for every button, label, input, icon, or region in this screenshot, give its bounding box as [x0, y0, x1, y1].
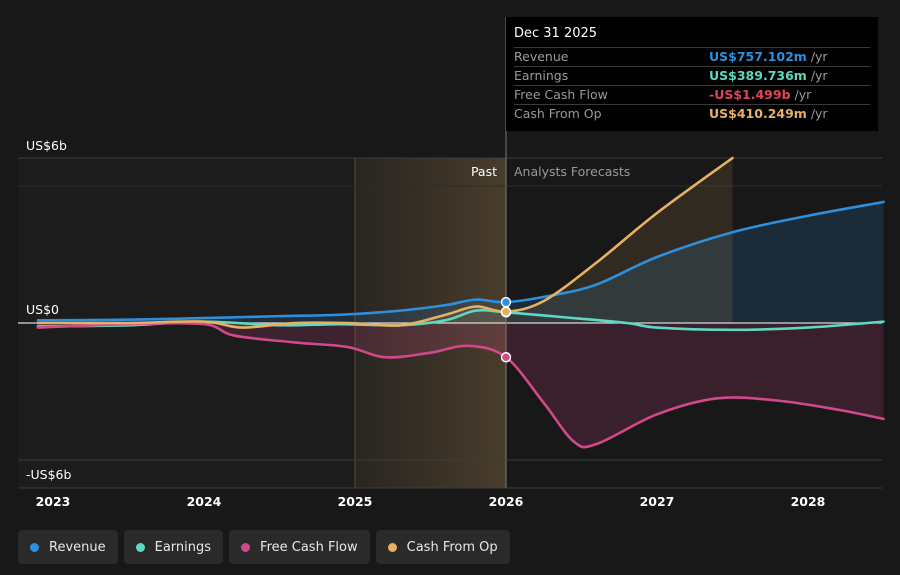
legend-label: Cash From Op — [406, 539, 498, 555]
cash-from-op-line — [36, 156, 734, 329]
tooltip-panel: Dec 31 2025 Revenue US$757.102m /yr Earn… — [506, 17, 878, 131]
tooltip-row-earnings: Earnings US$389.736m /yr — [514, 66, 870, 85]
y-axis-label: US$6b — [26, 138, 67, 153]
x-tick-label: 2026 — [489, 494, 524, 509]
tooltip-label: Revenue — [514, 49, 569, 64]
legend-item-cash-from-op[interactable]: Cash From Op — [375, 530, 510, 564]
tooltip-unit: /yr — [794, 87, 812, 102]
legend-dot — [30, 542, 39, 552]
tooltip-value: -US$1.499b — [709, 87, 791, 102]
revenue-marker — [500, 296, 512, 308]
tooltip-row-revenue: Revenue US$757.102m /yr — [514, 47, 870, 66]
cash-from-op-area — [37, 158, 733, 328]
legend-item-free-cash-flow[interactable]: Free Cash Flow — [229, 530, 370, 564]
legend-label: Earnings — [154, 539, 212, 555]
x-tick-label: 2024 — [187, 494, 222, 509]
x-tick-label: 2025 — [338, 494, 373, 509]
legend-label: Revenue — [49, 539, 106, 555]
tooltip-unit: /yr — [810, 49, 828, 64]
y-axis-label: US$0 — [26, 302, 59, 317]
tooltip-row-cfo: Cash From Op US$410.249m /yr — [514, 104, 870, 123]
y-axis-label: -US$6b — [26, 467, 72, 482]
free-cash-flow-marker — [500, 351, 512, 363]
tooltip-date: Dec 31 2025 — [514, 26, 598, 41]
forecast-label: Analysts Forecasts — [514, 164, 630, 179]
tooltip-value: US$389.736m — [709, 68, 807, 83]
revenue-line — [36, 200, 885, 322]
tooltip-value: US$757.102m — [709, 49, 807, 64]
tooltip-unit: /yr — [810, 68, 828, 83]
tooltip-label: Free Cash Flow — [514, 87, 608, 102]
free-cash-flow-area — [37, 323, 884, 448]
x-tick-label: 2027 — [640, 494, 675, 509]
legend-dot — [387, 542, 397, 552]
legend-item-revenue[interactable]: Revenue — [18, 530, 118, 564]
free-cash-flow-line — [36, 321, 885, 449]
legend-item-earnings[interactable]: Earnings — [123, 530, 224, 564]
tooltip-unit: /yr — [810, 106, 828, 121]
legend-dot — [241, 542, 251, 552]
legend-dot — [135, 542, 145, 552]
tooltip-label: Earnings — [514, 68, 569, 83]
x-tick-label: 2028 — [791, 494, 826, 509]
tooltip-label: Cash From Op — [514, 106, 602, 121]
revenue-area — [37, 202, 884, 323]
tooltip-value: US$410.249m — [709, 106, 807, 121]
legend: Revenue Earnings Free Cash Flow Cash Fro… — [18, 530, 510, 564]
past-label: Past — [471, 164, 497, 179]
x-tick-label: 2023 — [36, 494, 71, 509]
tooltip-row-fcf: Free Cash Flow -US$1.499b /yr — [514, 85, 870, 104]
legend-label: Free Cash Flow — [260, 539, 358, 555]
cash-from-op-marker — [500, 306, 512, 317]
